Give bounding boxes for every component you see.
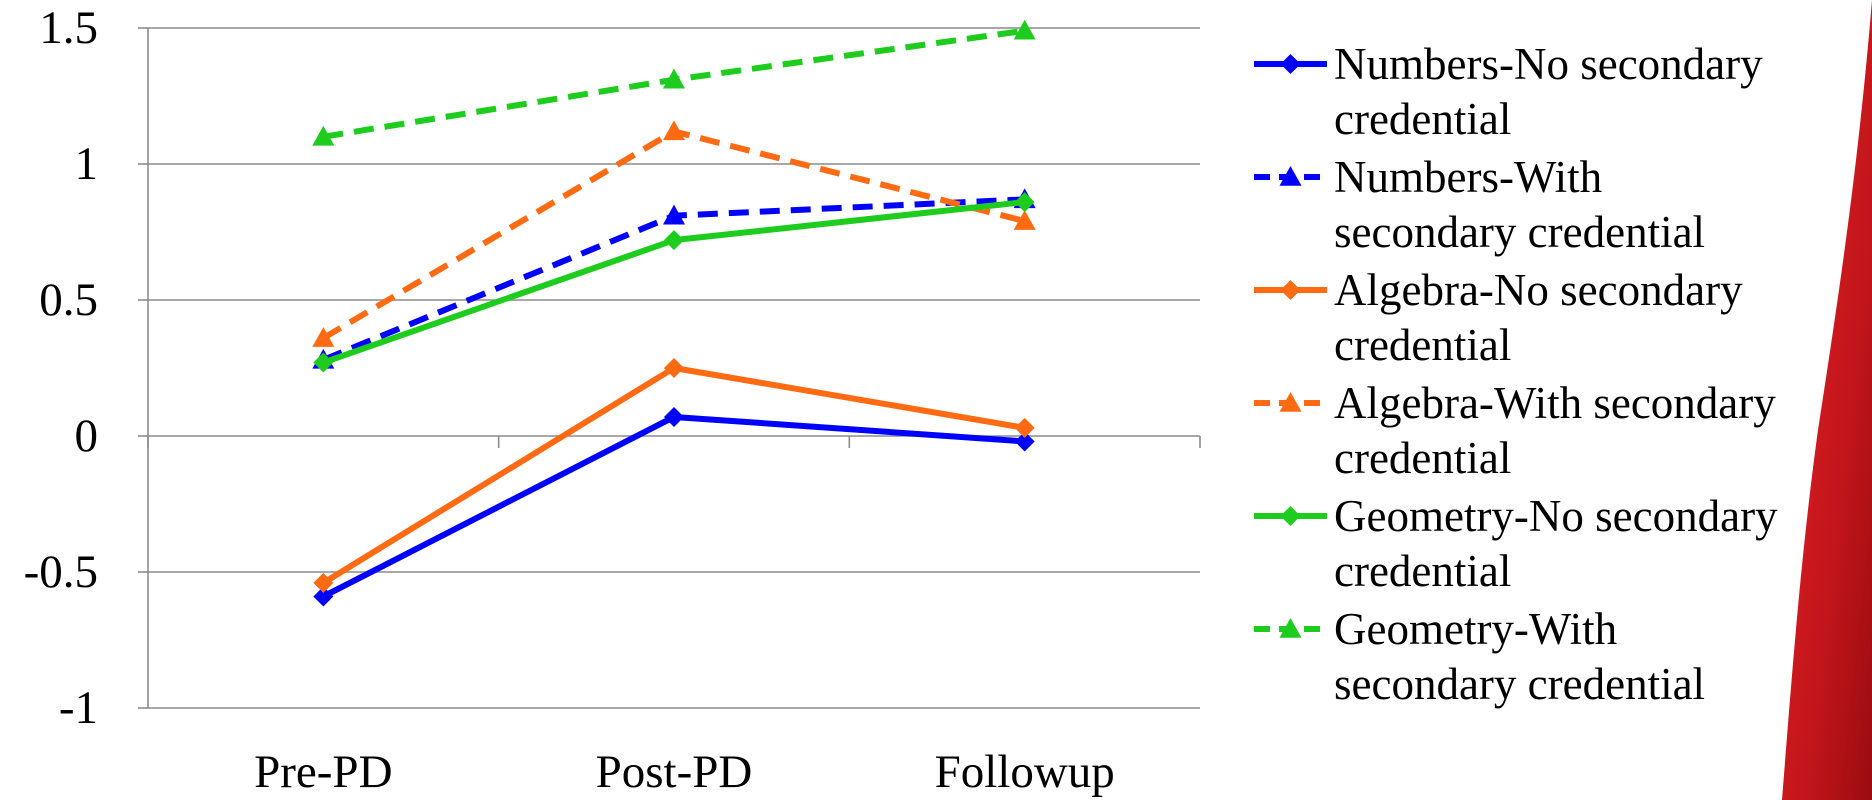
data-point bbox=[313, 352, 334, 373]
data-point bbox=[663, 68, 685, 89]
legend-marker bbox=[1279, 392, 1302, 412]
y-tick-label: -1 bbox=[59, 682, 98, 734]
y-tick-label: 1.5 bbox=[39, 2, 98, 54]
data-point bbox=[313, 586, 334, 607]
legend-marker bbox=[1279, 618, 1302, 638]
y-tick-label: 0 bbox=[75, 410, 99, 462]
series-5 bbox=[312, 19, 1036, 146]
legend-label: Numbers-No secondary bbox=[1334, 39, 1763, 89]
legend-marker bbox=[1280, 280, 1301, 300]
y-tick-label: -0.5 bbox=[24, 546, 98, 598]
data-point bbox=[1014, 431, 1035, 452]
series-layer bbox=[312, 19, 1036, 607]
data-point bbox=[664, 406, 684, 427]
data-point bbox=[312, 125, 335, 146]
y-tick-label: 1 bbox=[75, 138, 99, 190]
legend-label: Numbers-With bbox=[1334, 152, 1602, 202]
data-point bbox=[1013, 19, 1036, 40]
data-point bbox=[664, 230, 684, 251]
data-point bbox=[1014, 417, 1035, 438]
series-3 bbox=[312, 120, 1036, 347]
legend-label: credential bbox=[1334, 433, 1511, 483]
series-line bbox=[322, 199, 1025, 366]
legend-label: credential bbox=[1334, 320, 1511, 370]
x-tick-label: Post-PD bbox=[596, 746, 753, 798]
x-tick-label: Followup bbox=[935, 746, 1115, 798]
series-line bbox=[321, 413, 1025, 600]
legend-label: Algebra-No secondary bbox=[1334, 265, 1743, 315]
y-tick-label: 0.5 bbox=[39, 274, 98, 326]
data-point bbox=[313, 572, 334, 593]
data-point bbox=[663, 120, 685, 141]
data-point bbox=[312, 327, 335, 347]
legend-label: credential bbox=[1334, 94, 1511, 144]
data-point bbox=[1014, 192, 1035, 213]
data-point bbox=[1013, 210, 1036, 230]
legend-label: secondary credential bbox=[1334, 207, 1705, 257]
legend-label: secondary credential bbox=[1334, 659, 1705, 709]
legend-marker bbox=[1280, 54, 1301, 74]
series-2 bbox=[313, 358, 1035, 593]
legend-label: credential bbox=[1334, 546, 1511, 596]
legend-label: Algebra-With secondary bbox=[1334, 378, 1776, 428]
x-tick-label: Pre-PD bbox=[254, 746, 392, 798]
legend-label: Geometry-With bbox=[1334, 604, 1617, 654]
data-point bbox=[664, 358, 684, 378]
decorative-red-corner bbox=[1782, 0, 1872, 800]
data-point bbox=[663, 204, 685, 225]
legend-marker bbox=[1280, 506, 1301, 526]
legend: Numbers-No secondarycredentialNumbers-Wi… bbox=[1254, 39, 1778, 709]
series-0 bbox=[313, 406, 1035, 607]
legend-marker bbox=[1279, 166, 1302, 186]
legend-label: Geometry-No secondary bbox=[1334, 491, 1778, 541]
series-line bbox=[321, 365, 1026, 586]
series-4 bbox=[313, 192, 1035, 373]
axis-layer: 1.5 1 0.5 0 -0.5 -1 Pre-PD Post-PD Followup bbox=[24, 2, 1201, 798]
